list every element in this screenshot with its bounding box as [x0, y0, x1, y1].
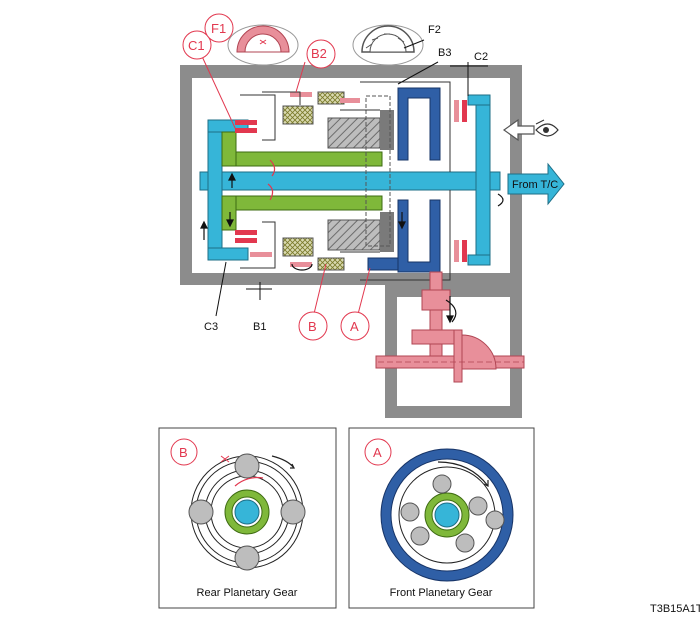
- b3-label: B3: [438, 47, 451, 59]
- c3-label: C3: [204, 321, 218, 333]
- b-label: B: [308, 319, 317, 334]
- power-flow-arrows: [200, 159, 504, 324]
- front-panel-badge: A: [373, 445, 382, 460]
- from-tc-label: From T/C: [512, 179, 558, 191]
- view-direction-eye-icon: [502, 118, 559, 142]
- f1-one-way-clutch-icon: [227, 24, 299, 66]
- f2-label: F2: [428, 24, 441, 36]
- c2-label: C2: [474, 51, 488, 63]
- component-labels: C1 F1 B2 F2 B3 C2 C3 B1 B A: [182, 13, 488, 341]
- front-planetary-gear-icon: [380, 448, 514, 582]
- output-gear-differential: [375, 271, 525, 383]
- rear-panel-caption: Rear Planetary Gear: [197, 587, 298, 599]
- rear-planetary-gear-icon: [188, 453, 306, 571]
- from-torque-converter-arrow: From T/C: [507, 162, 565, 206]
- c1-label: C1: [188, 38, 205, 53]
- clutch-drums: [240, 81, 451, 281]
- b1-label: B1: [253, 321, 266, 333]
- rear-panel-badge: B: [179, 445, 188, 460]
- f2-one-way-clutch-icon: [352, 24, 424, 66]
- front-planetary-gear-panel: A Front Planetary Gear: [348, 427, 535, 609]
- clutch-discs: [235, 92, 467, 267]
- black-leader-lines: [215, 39, 488, 317]
- rear-planetary-gear-panel: B Rear Planetary Gear: [158, 427, 337, 609]
- b2-sprag-blocks: [282, 91, 345, 271]
- input-shaft: [199, 94, 501, 266]
- f1-label: F1: [211, 21, 226, 36]
- front-panel-caption: Front Planetary Gear: [390, 587, 493, 599]
- figure-id: T3B15A1T: [650, 603, 700, 615]
- front-ring-gear-drum: [367, 87, 441, 273]
- planetary-gear-sets: [327, 95, 394, 252]
- a-label: A: [350, 319, 359, 334]
- b2-label: B2: [311, 46, 327, 61]
